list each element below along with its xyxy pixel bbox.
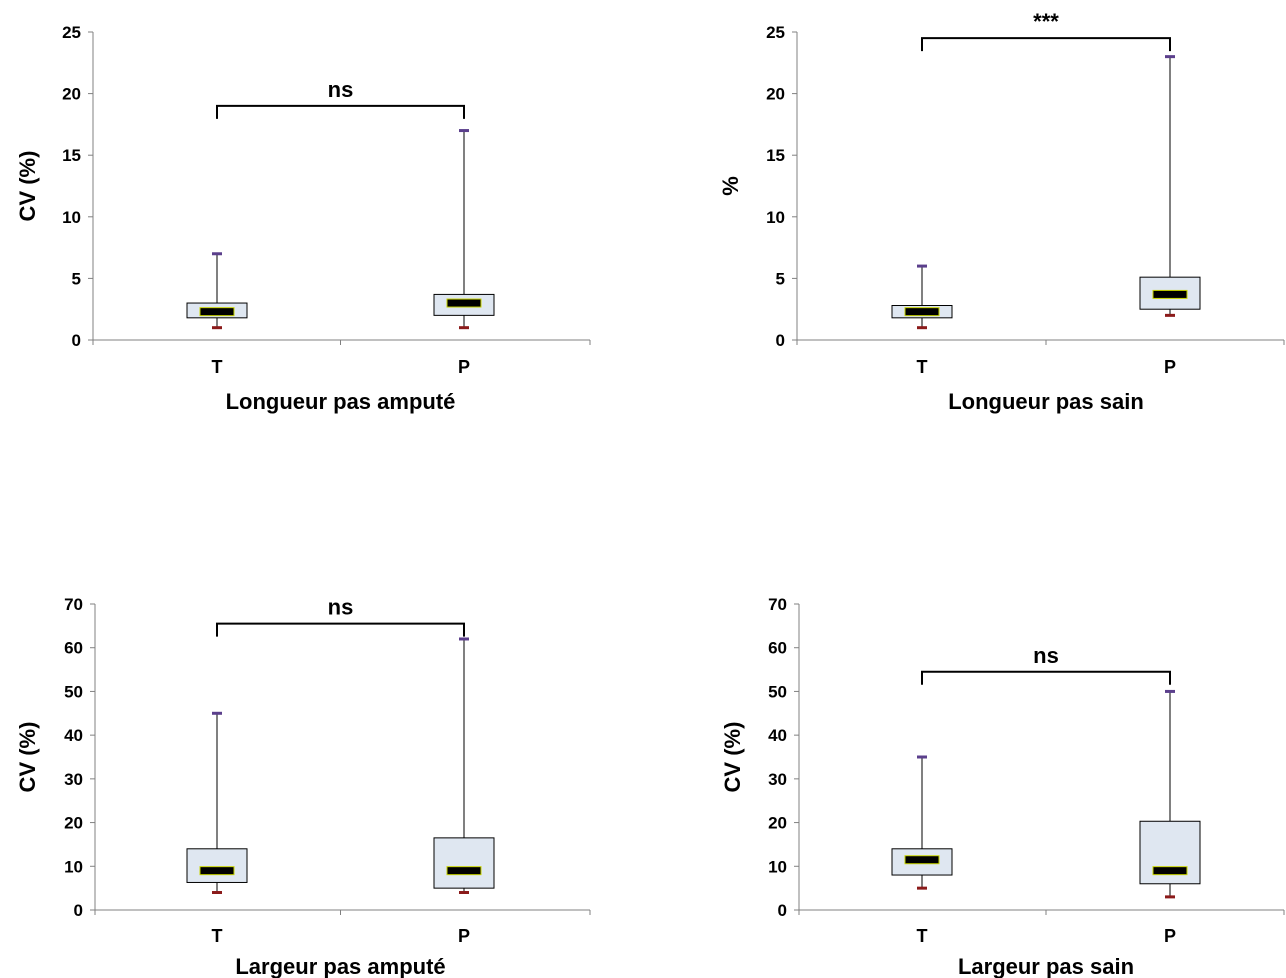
category-label: P [1164,357,1176,377]
median-marker [904,307,940,317]
y-axis-title: CV (%) [15,151,40,222]
y-tick-label: 30 [768,770,787,789]
y-tick-label: 15 [62,146,81,165]
significance-label: ns [328,77,354,102]
y-tick-label: 30 [64,770,83,789]
y-tick-label: 25 [766,23,785,42]
significance-bracket [216,622,465,637]
y-axis-title: CV (%) [15,722,40,793]
chart-panel-largeur-ampute: 0 10 20 30 40 50 60 70 T P Largeur pas amputé CV (%… [15,595,591,978]
x-axis-title: Largeur pas sain [958,954,1134,978]
y-axis-title: CV (%) [720,722,745,793]
y-tick-label: 10 [64,857,83,876]
y-tick-label: 50 [768,682,787,701]
x-axis-title: Longueur pas sain [948,389,1144,414]
category-label: P [458,926,470,946]
y-tick-label: 20 [766,85,785,104]
median-marker [1152,866,1188,876]
x-axis-title: Longueur pas amputé [226,389,456,414]
y-tick-label: 0 [778,901,787,920]
median-marker [1152,289,1188,299]
y-tick-label: 0 [72,331,81,350]
y-tick-label: 20 [62,85,81,104]
y-tick-label: 70 [64,595,83,614]
y-tick-label: 70 [768,595,787,614]
category-label: P [458,357,470,377]
y-tick-label: 20 [768,814,787,833]
significance-bracket [216,104,465,119]
y-tick-label: 0 [776,331,785,350]
median-marker [199,866,235,876]
box-iqr [433,837,495,889]
y-axis-title: % [718,176,743,196]
y-tick-label: 60 [768,639,787,658]
significance-label: ns [1033,643,1059,668]
y-tick-label: 5 [776,269,785,288]
chart-panel-longueur-sain: 0 5 10 15 20 25 T P Longueur pas sain% *** [718,9,1285,414]
box-iqr [186,848,248,883]
y-tick-label: 40 [64,726,83,745]
y-tick-label: 10 [766,208,785,227]
y-tick-label: 10 [768,857,787,876]
y-tick-label: 20 [64,814,83,833]
significance-label: ns [328,595,354,620]
category-label: T [917,926,928,946]
median-marker [446,298,482,308]
category-label: T [917,357,928,377]
median-marker [199,307,235,317]
significance-bracket [921,670,1171,685]
significance-label: *** [1033,9,1059,34]
x-axis-title: Largeur pas amputé [235,954,445,978]
y-tick-label: 0 [74,901,83,920]
significance-bracket [921,37,1171,52]
y-tick-label: 25 [62,23,81,42]
y-tick-label: 60 [64,639,83,658]
category-label: T [212,357,223,377]
y-tick-label: 50 [64,682,83,701]
median-marker [446,866,482,876]
category-label: P [1164,926,1176,946]
y-tick-label: 40 [768,726,787,745]
y-tick-label: 15 [766,146,785,165]
y-tick-label: 10 [62,208,81,227]
median-marker [904,855,940,865]
y-tick-label: 5 [72,269,81,288]
category-label: T [212,926,223,946]
chart-panel-largeur-sain: 0 10 20 30 40 50 60 70 T P Largeur pas sain CV (%) n… [720,595,1285,978]
